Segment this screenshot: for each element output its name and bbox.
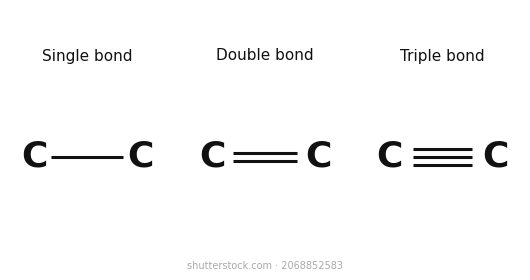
Text: C: C	[127, 140, 154, 174]
Text: C: C	[305, 140, 331, 174]
Text: C: C	[21, 140, 48, 174]
Text: C: C	[376, 140, 403, 174]
Text: C: C	[482, 140, 509, 174]
Text: Double bond: Double bond	[216, 48, 314, 64]
Text: Triple bond: Triple bond	[400, 48, 485, 64]
Text: Single bond: Single bond	[42, 48, 132, 64]
Text: C: C	[199, 140, 225, 174]
Text: shutterstock.com · 2068852583: shutterstock.com · 2068852583	[187, 261, 343, 271]
